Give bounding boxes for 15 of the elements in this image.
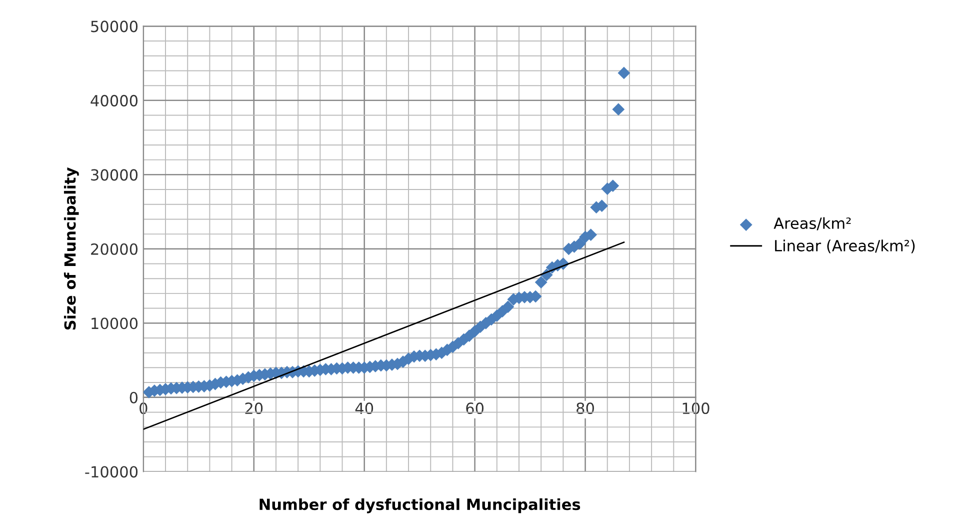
y-tick-label: 10000 — [92, 318, 138, 330]
y-tick-label: 50000 — [91, 20, 138, 32]
x-tick-label: 20 — [245, 402, 263, 414]
y-axis-title: Size of Muncipality — [64, 167, 79, 330]
x-tick-label: 60 — [466, 402, 484, 414]
y-tick-label: -10000 — [85, 466, 138, 478]
x-tick-label: 40 — [355, 402, 374, 414]
y-tick-label: 0 — [130, 392, 138, 404]
legend-label: Linear (Areas/km²) — [775, 240, 915, 254]
x-tick-label: 80 — [576, 402, 594, 414]
y-tick-label: 30000 — [91, 169, 138, 181]
x-axis-title: Number of dysfuctional Muncipalities — [260, 498, 580, 514]
legend-label: Areas/km² — [774, 217, 851, 230]
y-tick-label: 40000 — [90, 94, 138, 106]
y-tick-label: 20000 — [91, 243, 138, 255]
